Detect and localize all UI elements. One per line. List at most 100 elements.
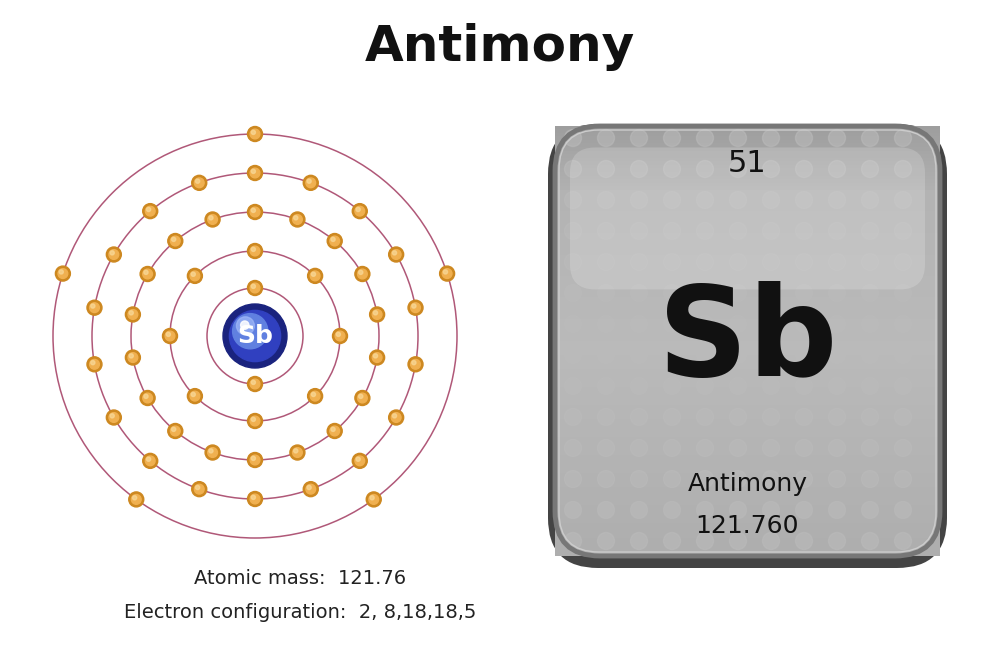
Bar xyxy=(555,269,940,273)
Bar xyxy=(555,333,940,337)
Bar xyxy=(555,136,940,141)
Circle shape xyxy=(247,376,262,391)
Circle shape xyxy=(91,304,95,308)
Bar xyxy=(555,316,940,320)
Circle shape xyxy=(564,378,582,395)
Bar xyxy=(555,326,940,330)
Bar xyxy=(555,201,940,205)
Bar xyxy=(555,423,940,427)
Circle shape xyxy=(356,457,360,462)
Bar xyxy=(555,352,940,355)
Bar xyxy=(555,140,940,144)
Circle shape xyxy=(408,357,423,372)
Bar xyxy=(555,312,940,316)
Circle shape xyxy=(336,332,340,337)
Circle shape xyxy=(145,206,155,216)
Bar xyxy=(555,251,940,255)
Circle shape xyxy=(828,346,845,363)
Circle shape xyxy=(598,501,614,518)
Circle shape xyxy=(828,253,845,271)
Circle shape xyxy=(664,471,680,488)
Circle shape xyxy=(144,395,148,398)
Circle shape xyxy=(664,533,680,549)
Circle shape xyxy=(308,389,323,404)
Bar xyxy=(555,348,940,352)
Circle shape xyxy=(762,130,779,146)
Bar xyxy=(555,516,940,520)
Circle shape xyxy=(631,408,648,426)
Circle shape xyxy=(359,270,363,275)
Bar xyxy=(555,169,940,173)
Circle shape xyxy=(696,408,714,426)
Circle shape xyxy=(233,314,268,349)
Text: 121.760: 121.760 xyxy=(696,514,799,538)
Bar xyxy=(555,340,940,344)
Circle shape xyxy=(129,311,133,315)
Circle shape xyxy=(250,455,260,465)
Bar xyxy=(555,369,940,373)
Bar xyxy=(555,545,940,549)
Circle shape xyxy=(391,249,401,259)
Circle shape xyxy=(762,471,779,488)
Circle shape xyxy=(209,215,213,220)
Bar xyxy=(555,276,940,280)
Circle shape xyxy=(564,439,582,456)
Circle shape xyxy=(162,329,177,344)
Circle shape xyxy=(251,130,255,135)
Circle shape xyxy=(598,253,614,271)
Circle shape xyxy=(631,346,648,363)
Circle shape xyxy=(293,448,302,458)
Circle shape xyxy=(696,471,714,488)
Circle shape xyxy=(143,269,152,279)
Bar xyxy=(555,179,940,184)
Circle shape xyxy=(828,471,845,488)
Circle shape xyxy=(631,439,648,456)
Circle shape xyxy=(696,161,714,178)
Bar xyxy=(555,255,940,258)
Circle shape xyxy=(696,130,714,146)
Bar xyxy=(555,126,940,130)
FancyBboxPatch shape xyxy=(555,126,940,556)
Circle shape xyxy=(250,168,260,178)
Circle shape xyxy=(91,361,95,365)
Bar xyxy=(555,272,940,277)
Circle shape xyxy=(165,331,175,341)
Text: Sb: Sb xyxy=(237,324,273,348)
Circle shape xyxy=(294,215,298,220)
Circle shape xyxy=(894,346,911,363)
Circle shape xyxy=(303,175,318,190)
Circle shape xyxy=(90,303,99,312)
Bar xyxy=(555,323,940,327)
Circle shape xyxy=(307,179,311,184)
Circle shape xyxy=(306,178,316,187)
Bar xyxy=(555,452,940,456)
Circle shape xyxy=(631,378,648,395)
Circle shape xyxy=(795,533,812,549)
Circle shape xyxy=(290,212,305,227)
Circle shape xyxy=(696,316,714,333)
Bar xyxy=(555,165,940,169)
Circle shape xyxy=(109,249,119,259)
Bar xyxy=(555,226,940,230)
Bar xyxy=(555,455,940,459)
Circle shape xyxy=(250,207,260,217)
Circle shape xyxy=(372,310,382,320)
Circle shape xyxy=(251,495,255,499)
Circle shape xyxy=(795,253,812,271)
Bar xyxy=(555,355,940,359)
Circle shape xyxy=(564,223,582,240)
Circle shape xyxy=(241,321,249,329)
Circle shape xyxy=(894,533,911,549)
Circle shape xyxy=(598,439,614,456)
Circle shape xyxy=(209,449,213,453)
Circle shape xyxy=(355,266,370,281)
Bar xyxy=(555,222,940,227)
Circle shape xyxy=(247,126,262,141)
Circle shape xyxy=(828,130,845,146)
Circle shape xyxy=(795,346,812,363)
Bar xyxy=(555,405,940,409)
Circle shape xyxy=(762,408,779,426)
Circle shape xyxy=(564,130,582,146)
Circle shape xyxy=(631,161,648,178)
Circle shape xyxy=(408,300,423,315)
